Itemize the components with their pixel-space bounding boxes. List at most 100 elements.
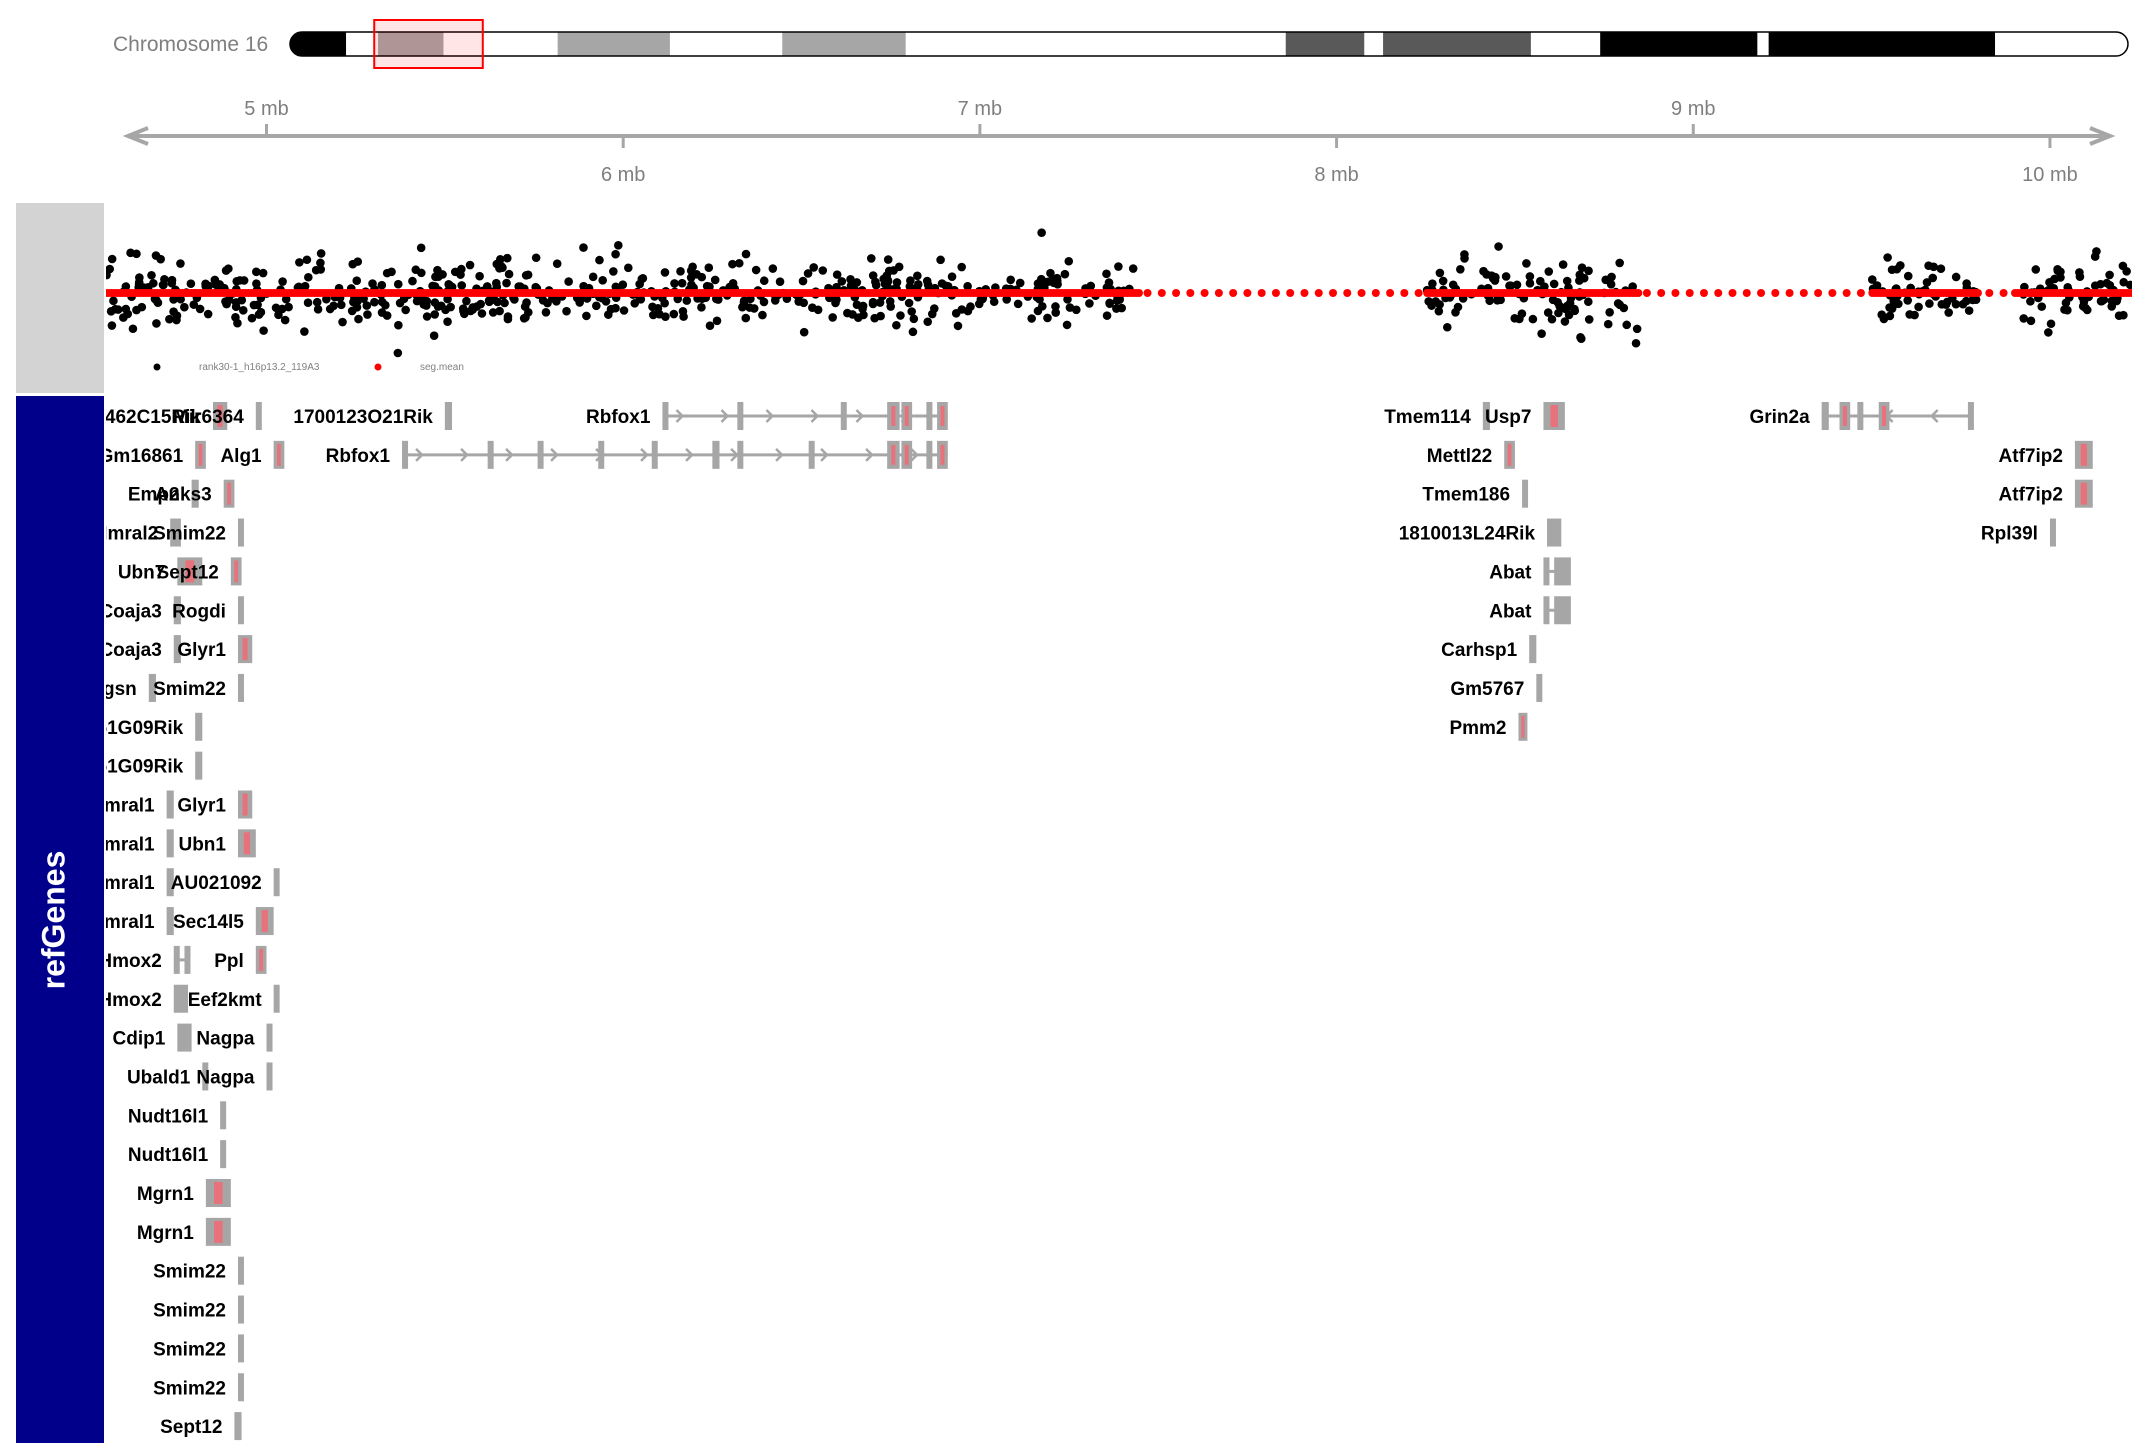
seg-mean-point: [1229, 289, 1238, 297]
gene-box: [166, 829, 174, 858]
log-ratio-point: [1027, 314, 1036, 323]
gene-label: Smim22: [153, 1262, 226, 1283]
strand-arrow: [685, 447, 694, 462]
log-ratio-point: [395, 298, 405, 308]
gene-label: Nmral2: [94, 524, 158, 545]
legend-marker: [374, 363, 382, 371]
seg-mean-point: [1400, 289, 1409, 297]
gene-feature: Coaja3: [106, 635, 181, 664]
log-ratio-point: [1525, 279, 1535, 288]
gene-label: Nudt16l1: [128, 1145, 209, 1166]
gene-feature: Abat: [1489, 596, 1571, 625]
log-ratio-point: [221, 266, 231, 275]
gene-feature: 4930451G09Rik: [106, 712, 203, 741]
log-ratio-point: [252, 279, 261, 288]
data-track: 0.40.20-0.2-0.4rank30-1_h16p13.2_119A3se…: [79, 208, 2132, 378]
gene-feature: Nmral1: [106, 829, 174, 858]
gene-feature: Abat: [1489, 557, 1571, 586]
log-ratio-point: [1104, 278, 1114, 287]
log-ratio-point: [382, 268, 392, 278]
log-ratio-point: [1544, 267, 1554, 276]
log-ratio-point: [677, 278, 687, 288]
log-ratio-point: [2061, 298, 2071, 308]
gene-box: [148, 673, 156, 702]
gene-label: Ppl: [214, 951, 244, 972]
gene-exon: [1559, 596, 1566, 625]
strand-arrow: [810, 409, 820, 423]
log-ratio-point: [172, 315, 181, 325]
log-ratio-point: [347, 306, 357, 316]
log-ratio-point: [132, 249, 141, 259]
log-ratio-point: [459, 306, 468, 316]
log-ratio-point: [2078, 301, 2088, 311]
gene-box: [234, 1412, 242, 1441]
gene-exon: [712, 440, 720, 469]
gene-label: Rbfox1: [326, 446, 391, 467]
gene-feature: Nagpa: [196, 1062, 273, 1091]
gene-feature: Eef2kmt: [188, 984, 280, 1013]
log-ratio-point: [913, 280, 923, 289]
ideogram-band: [1383, 32, 1531, 56]
log-ratio-point: [107, 254, 117, 264]
log-ratio-point: [377, 308, 387, 317]
log-ratio-point: [562, 306, 571, 316]
ideogram-band: [557, 32, 670, 56]
gene-box: [273, 868, 280, 897]
seg-mean-point: [1357, 289, 1366, 297]
gene-box: [2049, 518, 2056, 547]
log-ratio-point: [624, 263, 633, 273]
log-ratio-point: [258, 268, 268, 278]
log-ratio-point: [1603, 319, 1613, 329]
log-ratio-point: [336, 300, 346, 310]
log-ratio-point: [468, 305, 477, 314]
log-ratio-point: [1922, 278, 1932, 287]
log-ratio-point: [1510, 313, 1520, 323]
gene-box: [1522, 479, 1529, 508]
seg-mean-point: [1685, 289, 1694, 297]
log-ratio-point: [2056, 267, 2065, 277]
log-ratio-point: [913, 271, 922, 281]
log-ratio-point: [189, 300, 199, 309]
gene-label: Eef2kmt: [188, 990, 263, 1011]
gene-box: [166, 868, 174, 897]
log-ratio-point: [1525, 272, 1535, 281]
gene-box-highlight: [242, 638, 248, 661]
gene-label: Coaja3: [99, 601, 161, 622]
gene-box-highlight: [2080, 443, 2087, 466]
gene-feature: Smim22: [153, 1334, 244, 1363]
log-ratio-point: [1013, 299, 1023, 309]
log-ratio-point: [1051, 308, 1061, 317]
strand-arrow: [460, 447, 469, 462]
log-ratio-point: [894, 262, 904, 272]
log-ratio-point: [575, 298, 584, 307]
gene-feature: Ubn7: [118, 557, 203, 586]
log-ratio-point: [908, 327, 918, 337]
log-ratio-point: [705, 321, 715, 331]
gene-box: [444, 402, 452, 430]
log-ratio-point: [354, 314, 363, 324]
log-ratio-point: [368, 279, 377, 288]
log-ratio-point: [233, 318, 242, 328]
gene-label: Smim22: [153, 524, 226, 545]
log-ratio-point: [728, 259, 737, 269]
gene-exon: [808, 440, 815, 469]
gene-box-highlight: [198, 443, 203, 466]
log-ratio-point: [363, 310, 372, 319]
log-ratio-point: [688, 262, 697, 272]
log-ratio-point: [1435, 268, 1445, 278]
log-ratio-point: [488, 308, 498, 317]
gene-feature: Smim22: [153, 518, 244, 547]
gene-label: Emp2: [128, 485, 180, 506]
log-ratio-point: [1102, 269, 1111, 279]
log-ratio-point: [180, 302, 189, 312]
seg-mean-point: [1642, 289, 1651, 297]
gene-exon: [1554, 596, 1561, 625]
axis-tick-label: 6 mb: [601, 164, 645, 186]
log-ratio-point: [393, 348, 403, 358]
log-ratio-point: [1435, 300, 1444, 309]
log-ratio-point: [714, 295, 723, 304]
axis-tick-label: 8 mb: [1314, 164, 1358, 186]
log-ratio-point: [1046, 268, 1055, 278]
gene-exon: [1821, 402, 1829, 430]
log-ratio-point: [492, 259, 502, 269]
